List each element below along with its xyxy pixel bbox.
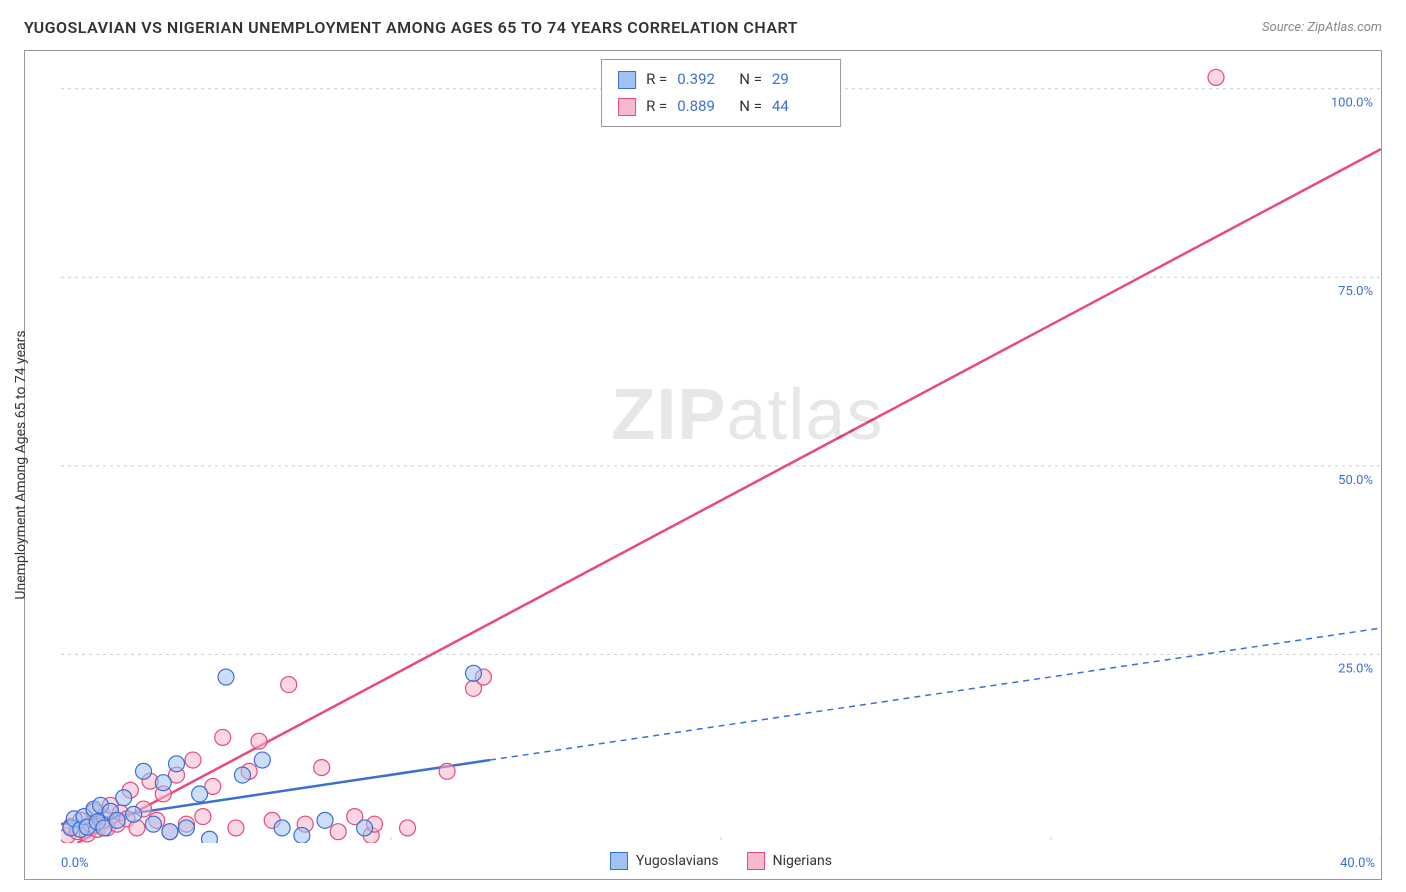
chart-title: YUGOSLAVIAN VS NIGERIAN UNEMPLOYMENT AMO… bbox=[24, 18, 798, 37]
data-point bbox=[169, 756, 185, 772]
data-point bbox=[162, 824, 178, 840]
data-point bbox=[357, 820, 373, 836]
trendline-nigerians bbox=[78, 149, 1382, 843]
data-point bbox=[235, 767, 251, 783]
swatch-icon bbox=[747, 852, 765, 870]
legend-item-yugoslavians: Yugoslavians bbox=[610, 852, 719, 870]
y-tick-label: 100.0% bbox=[1331, 96, 1373, 111]
data-point bbox=[202, 831, 218, 843]
data-point bbox=[1208, 69, 1224, 85]
data-point bbox=[218, 669, 234, 685]
data-point bbox=[155, 775, 171, 791]
swatch-icon bbox=[618, 98, 636, 116]
chart-container: Unemployment Among Ages 65 to 74 years 2… bbox=[24, 50, 1382, 880]
data-point bbox=[215, 729, 231, 745]
data-point bbox=[294, 827, 310, 843]
y-tick-label: 50.0% bbox=[1338, 473, 1373, 488]
data-point bbox=[228, 820, 244, 836]
plot-area: 25.0%50.0%75.0%100.0% ZIPatlas R = 0.392… bbox=[61, 51, 1381, 843]
data-point bbox=[439, 763, 455, 779]
data-point bbox=[281, 677, 297, 693]
y-axis-label: Unemployment Among Ages 65 to 74 years bbox=[13, 330, 29, 599]
data-point bbox=[195, 809, 211, 825]
data-point bbox=[400, 820, 416, 836]
bottom-legend: Yugoslavians Nigerians bbox=[61, 843, 1381, 879]
swatch-icon bbox=[618, 71, 636, 89]
data-point bbox=[317, 812, 333, 828]
data-point bbox=[126, 806, 142, 822]
data-point bbox=[466, 665, 482, 681]
data-point bbox=[116, 790, 132, 806]
data-point bbox=[254, 752, 270, 768]
data-point bbox=[274, 820, 290, 836]
data-point bbox=[192, 786, 208, 802]
correlation-stats-box: R = 0.392 N = 29 R = 0.889 N = 44 bbox=[601, 59, 841, 127]
stats-row-yugoslavians: R = 0.392 N = 29 bbox=[618, 66, 824, 93]
swatch-icon bbox=[610, 852, 628, 870]
data-point bbox=[136, 763, 152, 779]
data-point bbox=[109, 812, 125, 828]
data-point bbox=[185, 752, 201, 768]
data-point bbox=[314, 760, 330, 776]
data-point bbox=[251, 733, 267, 749]
y-tick-label: 25.0% bbox=[1338, 661, 1373, 676]
stats-row-nigerians: R = 0.889 N = 44 bbox=[618, 93, 824, 120]
data-point bbox=[330, 824, 346, 840]
source-attribution: Source: ZipAtlas.com bbox=[1262, 20, 1382, 35]
y-tick-label: 75.0% bbox=[1338, 284, 1373, 299]
legend-item-nigerians: Nigerians bbox=[747, 852, 832, 870]
data-point bbox=[145, 816, 161, 832]
data-point bbox=[178, 820, 194, 836]
trendline-yugoslavians-extrapolated bbox=[490, 628, 1381, 760]
